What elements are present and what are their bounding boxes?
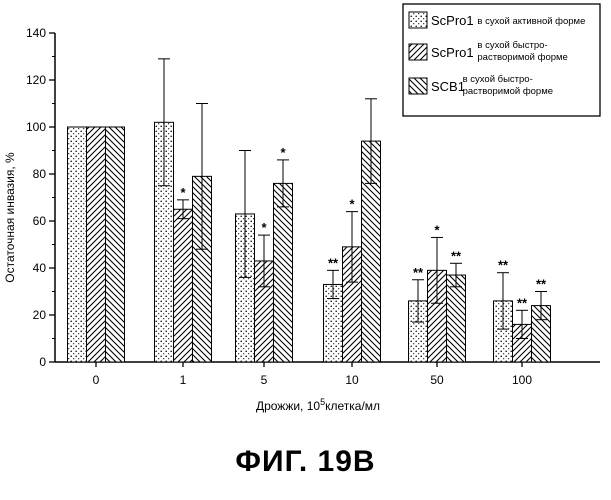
legend-series-desc: растворимой форме bbox=[463, 86, 553, 97]
y-tick-label: 80 bbox=[33, 167, 47, 181]
y-tick-label: 40 bbox=[33, 261, 47, 275]
x-axis-label-main: Дрожжи, 10 bbox=[256, 399, 320, 413]
legend-series-desc: растворимой форме bbox=[477, 52, 567, 63]
significance-label: * bbox=[180, 185, 186, 200]
x-tick-label: 0 bbox=[93, 373, 100, 387]
legend: ScPro1в сухой активной формеScPro1в сухо… bbox=[403, 4, 600, 116]
legend-series-name: ScPro1 bbox=[431, 13, 474, 28]
bar bbox=[174, 209, 193, 362]
bar bbox=[106, 127, 125, 362]
significance-label: ** bbox=[451, 248, 462, 263]
significance-label: ** bbox=[328, 255, 339, 270]
significance-label: ** bbox=[413, 265, 424, 280]
significance-label: ** bbox=[536, 277, 547, 292]
legend-series-name: SCB1 bbox=[431, 79, 465, 94]
bar-chart: 020406080100120140 0151050100 **********… bbox=[0, 0, 611, 440]
legend-series-name: ScPro1 bbox=[431, 45, 474, 60]
y-tick-label: 20 bbox=[33, 308, 47, 322]
significance-label: * bbox=[434, 222, 440, 237]
bar bbox=[68, 127, 87, 362]
x-axis-label-rest: клетка/мл bbox=[325, 399, 380, 413]
x-tick-label: 100 bbox=[512, 373, 532, 387]
bar bbox=[274, 183, 293, 362]
significance-label: * bbox=[349, 197, 355, 212]
legend-series-desc: в сухой активной форме bbox=[477, 16, 585, 27]
bar bbox=[87, 127, 106, 362]
bar bbox=[447, 275, 466, 362]
y-tick-label: 120 bbox=[26, 73, 46, 87]
y-tick-label: 140 bbox=[26, 26, 46, 40]
x-tick-label: 5 bbox=[261, 373, 268, 387]
x-tick-label: 1 bbox=[180, 373, 187, 387]
y-tick-label: 0 bbox=[39, 355, 46, 369]
legend-swatch bbox=[409, 12, 427, 28]
legend-swatch bbox=[409, 44, 427, 60]
y-tick-label: 60 bbox=[33, 214, 47, 228]
y-axis: 0 20 40 60 80 100 120 140 bbox=[26, 26, 55, 369]
figure-caption: ФИГ. 19В bbox=[0, 445, 611, 479]
legend-series-desc: в сухой быстро- bbox=[463, 74, 533, 85]
x-axis-label: Дрожжи, 105клетка/мл bbox=[256, 397, 380, 413]
legend-series-desc: в сухой быстро- bbox=[477, 40, 547, 51]
significance-label: ** bbox=[517, 295, 528, 310]
y-axis-label: Остаточная инвазия, % bbox=[3, 152, 17, 283]
significance-label: * bbox=[280, 145, 286, 160]
significance-label: * bbox=[261, 220, 267, 235]
x-tick-label: 50 bbox=[430, 373, 444, 387]
x-axis: 0 1 5 10 50 100 bbox=[55, 362, 600, 387]
legend-swatch bbox=[409, 78, 427, 94]
y-tick-label: 100 bbox=[26, 120, 46, 134]
significance-label: ** bbox=[498, 258, 509, 273]
x-tick-label: 10 bbox=[345, 373, 359, 387]
